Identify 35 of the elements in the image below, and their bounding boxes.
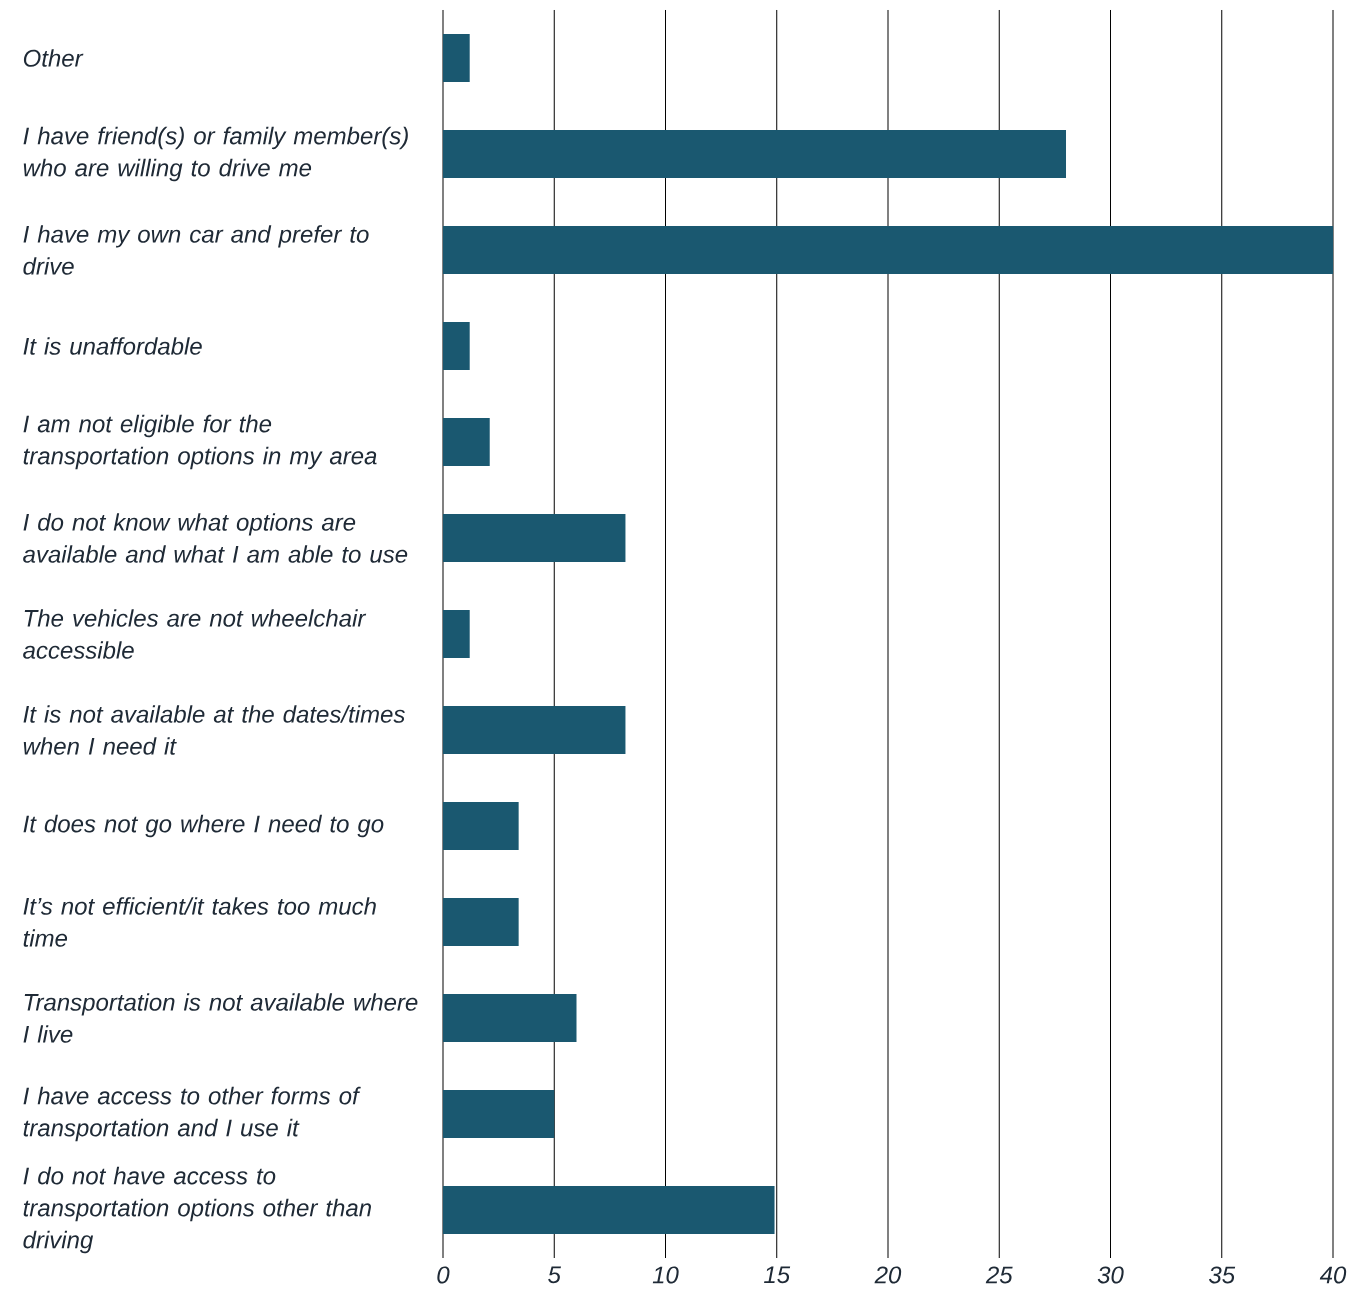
y-tick-label: I do not know what options are available and what I am able to use	[23, 512, 408, 563]
y-tick-label: It’s not efficient/it takes too much time	[23, 896, 376, 947]
y-tick-label: Other	[23, 48, 84, 67]
y-tick-label: It is unaffordable	[23, 336, 202, 355]
x-tick-label: 10	[652, 1266, 679, 1284]
y-tick-label: I am not eligible for the transportation options in my area	[23, 414, 377, 469]
y-tick-label: It does not go where I need to go	[23, 814, 384, 837]
y-tick-label: I do not have access to transportation options other than driving	[23, 1166, 371, 1253]
y-tick-label: I have access to other forms of transportation and I use it	[23, 1086, 361, 1141]
bar	[443, 513, 626, 562]
bar	[443, 129, 1067, 178]
bar	[443, 993, 577, 1042]
bar	[443, 33, 470, 82]
x-tick-label: 35	[1208, 1266, 1236, 1284]
bar	[443, 225, 1334, 274]
y-tick-label: It is not available at the dates/times when I need it	[23, 704, 405, 755]
bar	[443, 1089, 555, 1138]
y-tick-label: I have friend(s) or family member(s) who are willing to drive me	[23, 126, 408, 181]
bar	[443, 417, 490, 466]
bar	[443, 321, 470, 370]
x-tick-label: 0	[437, 1266, 450, 1284]
bar	[443, 897, 519, 946]
x-tick-label: 25	[985, 1266, 1013, 1284]
x-tick-label: 20	[874, 1266, 902, 1284]
bar	[443, 1185, 775, 1234]
x-tick-label: 40	[1319, 1266, 1347, 1284]
bar	[443, 609, 470, 658]
bar	[443, 801, 519, 850]
x-tick-label: 5	[548, 1266, 561, 1283]
x-tick-label: 30	[1097, 1266, 1124, 1284]
bar	[443, 705, 626, 754]
y-tick-label: I have my own car and prefer to drive	[23, 224, 369, 275]
y-tick-label: Transportation is not available where I live	[23, 992, 418, 1043]
x-tick-label: 15	[764, 1266, 791, 1283]
y-tick-label: The vehicles are not wheelchair accessible	[23, 608, 367, 659]
